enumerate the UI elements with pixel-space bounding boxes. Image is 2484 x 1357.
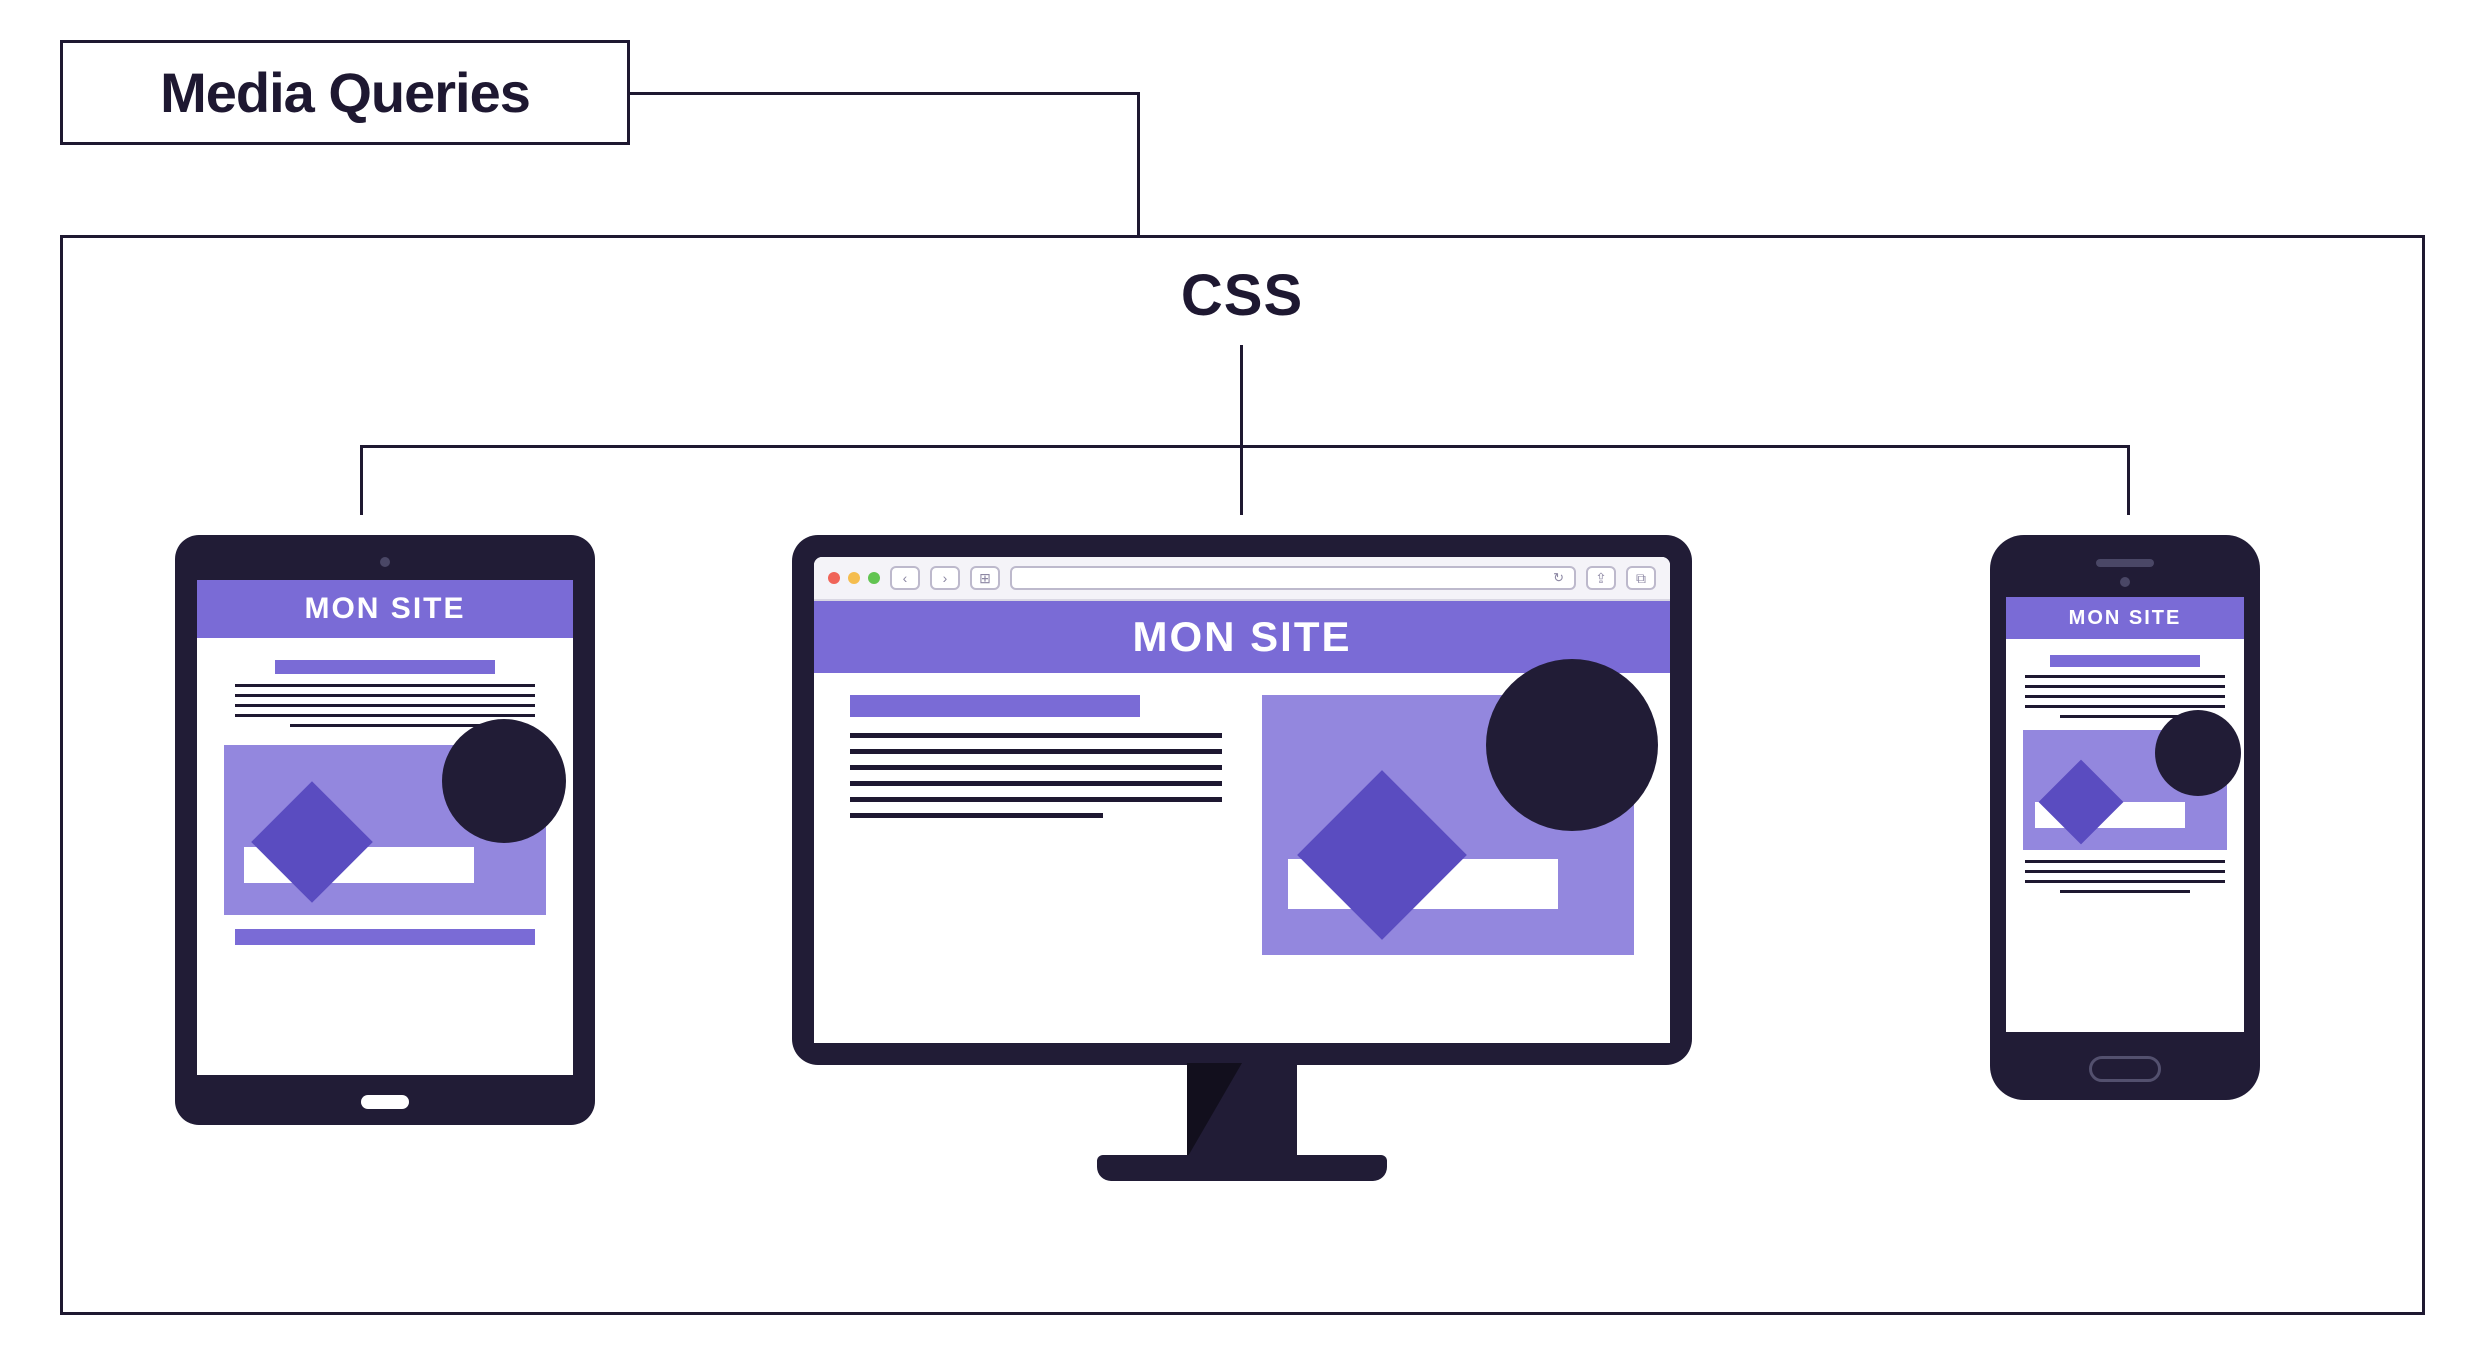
nav-back-icon: ‹ [890,566,920,590]
text-line [2025,685,2225,688]
text-line [290,724,480,727]
camera-icon [380,557,390,567]
desktop-device: ‹ › ⊞ ↻ ⇪ ⧉ MON SITE [792,535,1692,1065]
text-line [235,704,535,707]
title-text: Media Queries [160,60,530,125]
refresh-icon: ↻ [1553,570,1564,586]
camera-icon [2120,577,2130,587]
site-title: MON SITE [1132,613,1351,661]
text-line [2025,870,2225,873]
css-label: CSS [1181,262,1303,329]
image-column [1262,695,1634,955]
text-line [850,781,1222,786]
circle-shape [442,719,566,843]
traffic-yellow-icon [848,572,860,584]
text-column [850,695,1222,955]
text-line [850,733,1222,738]
tablet-screen: MON SITE [197,580,573,1075]
text-line [2025,880,2225,883]
site-header: MON SITE [197,580,573,638]
monitor-screen: ‹ › ⊞ ↻ ⇪ ⧉ MON SITE [814,557,1670,1043]
text-line [2060,890,2190,893]
phone-screen: MON SITE [2006,597,2244,1032]
circle-shape [2155,710,2241,796]
text-line [235,694,535,697]
share-icon: ⇪ [1586,566,1616,590]
speaker-icon [2096,559,2154,567]
connector-line [360,445,2130,448]
monitor-bezel: ‹ › ⊞ ↻ ⇪ ⧉ MON SITE [792,535,1692,1065]
heading-bar [275,660,495,674]
hero-graphic [1262,695,1634,955]
connector-line [360,445,363,515]
text-line [2025,860,2225,863]
heading-bar [850,695,1140,717]
traffic-green-icon [868,572,880,584]
title-box: Media Queries [60,40,630,145]
traffic-lights [828,572,880,584]
text-line [2025,675,2225,678]
browser-chrome: ‹ › ⊞ ↻ ⇪ ⧉ [814,557,1670,601]
connector-line [2127,445,2130,515]
monitor-stand-neck [1187,1063,1297,1158]
address-bar: ↻ [1010,566,1576,590]
phone-bezel: MON SITE [1990,535,2260,1100]
phone-device: MON SITE [1990,535,2260,1100]
text-line [2025,695,2225,698]
footer-bar [235,929,535,945]
monitor-stand-base [1097,1155,1387,1181]
site-title: MON SITE [2069,607,2182,630]
text-line [850,797,1222,802]
connector-line [630,92,1140,95]
home-button-icon [2089,1056,2161,1082]
tablet-device: MON SITE [175,535,595,1125]
hero-graphic [224,745,546,915]
text-lines [2020,860,2230,893]
text-line [850,813,1103,818]
phone-content [2006,639,2244,910]
grid-icon: ⊞ [970,566,1000,590]
text-line [850,749,1222,754]
diamond-shape [1297,770,1467,940]
text-line [235,684,535,687]
connector-line [1137,92,1140,235]
text-line [2025,705,2225,708]
home-button-icon [361,1095,409,1109]
diamond-shape [251,781,373,903]
diamond-shape [2039,760,2124,845]
text-line [850,765,1222,770]
connector-line [1240,345,1243,445]
tabs-icon: ⧉ [1626,566,1656,590]
site-title: MON SITE [304,592,465,626]
text-line [2060,715,2190,718]
nav-forward-icon: › [930,566,960,590]
diagram-canvas: Media Queries CSS MON SITE [0,0,2484,1357]
heading-bar [2050,655,2200,667]
tablet-content [197,638,573,959]
site-header: MON SITE [2006,597,2244,639]
circle-shape [1486,659,1658,831]
hero-graphic [2023,730,2227,850]
text-line [235,714,535,717]
desktop-columns [814,673,1670,977]
tablet-bezel: MON SITE [175,535,595,1125]
traffic-red-icon [828,572,840,584]
connector-line [1240,445,1243,515]
site-header: MON SITE [814,601,1670,673]
